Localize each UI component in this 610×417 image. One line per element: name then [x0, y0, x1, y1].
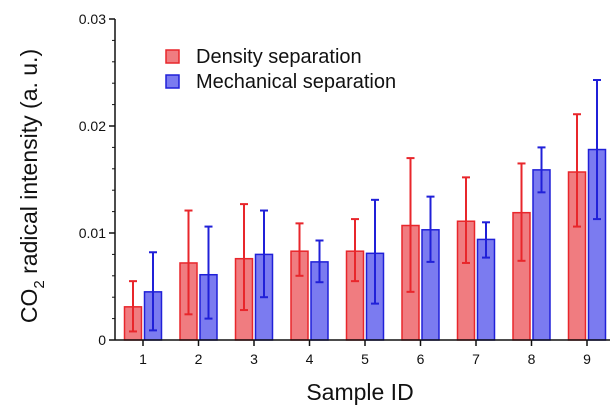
error-bar-series2-2	[204, 225, 213, 320]
error-bar-series1-6	[406, 157, 415, 293]
x-tick-label: 7	[472, 351, 480, 367]
x-axis-title: Sample ID	[306, 379, 413, 405]
error-bar-series1-3	[240, 203, 248, 312]
y-tick-label: 0.02	[79, 118, 106, 134]
error-bar-series2-8	[537, 146, 546, 194]
bar-series2-8	[532, 169, 551, 341]
error-bar-series1-5	[351, 218, 359, 283]
error-bar-series2-4	[315, 239, 324, 284]
x-tick-label: 4	[306, 351, 314, 367]
x-tick-label: 3	[250, 351, 258, 367]
legend-label-series2: Mechanical separation	[196, 71, 396, 93]
legend-swatch-series1	[165, 49, 180, 64]
legend-label-series1: Density separation	[196, 46, 362, 68]
error-bar-series1-2	[184, 209, 193, 316]
x-tick-label: 2	[195, 351, 203, 367]
bars-layer	[123, 78, 607, 341]
error-bar-series1-9	[573, 113, 581, 228]
error-bar-series1-7	[462, 176, 470, 264]
axes-layer: 0 0.01 0.02 0.03 1 2 3 4 5 6 7 8 9	[79, 11, 610, 367]
y-axis-title-prefix: CO	[16, 289, 42, 324]
x-tick-label: 6	[417, 351, 425, 367]
y-tick-label: 0.03	[79, 11, 106, 27]
error-bar-series1-4	[295, 222, 304, 277]
error-bar-series2-3	[260, 209, 268, 299]
error-bar-series1-8	[517, 162, 526, 262]
x-tick-label: 9	[583, 351, 591, 367]
legend: Density separation Mechanical separation	[165, 46, 396, 93]
x-tick-label: 5	[361, 351, 369, 367]
x-tick-label: 1	[139, 351, 147, 367]
y-axis-title-rest: radical intensity (a. u.)	[16, 49, 42, 280]
y-axis-title-subscript: 2	[31, 280, 48, 288]
error-bar-series2-1	[149, 251, 157, 332]
y-tick-label: 0.01	[79, 225, 106, 241]
legend-swatch-series2	[165, 74, 180, 89]
x-tick-label: 8	[528, 351, 536, 367]
error-bar-series2-9	[593, 78, 601, 221]
y-tick-label: 0	[98, 332, 106, 348]
error-bar-series1-1	[129, 280, 137, 333]
error-bar-series2-6	[426, 195, 435, 263]
error-bar-series2-7	[482, 221, 490, 259]
error-bar-series2-5	[371, 198, 379, 305]
y-axis-title: CO2 radical intensity (a. u.)	[16, 49, 48, 323]
